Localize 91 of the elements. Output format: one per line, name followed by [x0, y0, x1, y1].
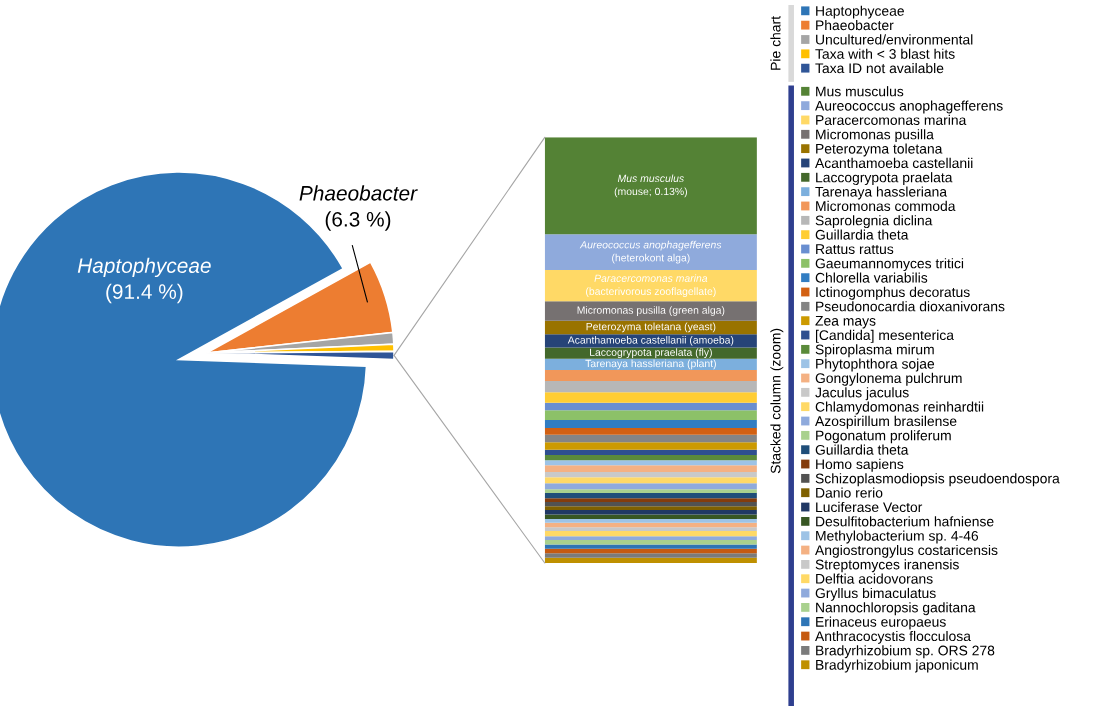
legend-label: Micromonas pusilla	[816, 129, 934, 143]
legend-title: Pie chart	[770, 16, 781, 70]
bar	[544, 392, 757, 403]
legend-label: Guillardia theta	[815, 444, 909, 455]
bar	[544, 434, 757, 443]
bar	[544, 410, 757, 420]
data-label: Mus musculus (mouse; 0.13%)	[614, 174, 687, 198]
legend-label: Paracercomonas marina	[816, 114, 967, 126]
legend-label: Rattus rattus	[816, 244, 894, 255]
bar	[544, 442, 757, 450]
bar	[544, 519, 757, 523]
bar	[544, 419, 757, 429]
bar	[544, 460, 757, 466]
bar	[544, 369, 757, 382]
legend-label: Zea mays	[815, 316, 876, 329]
data-label: Acanthamoeba castellanii (amoeba)	[567, 336, 734, 346]
legend-label: Pseudonocardia dioxanivorans	[816, 301, 1005, 312]
bar	[544, 270, 757, 302]
legend-label: Acanthamoeba castellanii	[815, 157, 973, 169]
bar	[544, 381, 757, 393]
legend-label: Peterozyma toletana	[816, 143, 943, 157]
legend-label: Saprolegnia diclina	[815, 215, 933, 229]
legend-label: Guillardia theta	[815, 229, 909, 240]
legend-label: Delftia acidovorans	[816, 573, 933, 584]
bar	[544, 454, 757, 461]
bar	[544, 428, 757, 435]
legend-label: Phytophthora sojae	[816, 358, 935, 372]
data-label: Laccogrypota praelata (fly)	[590, 348, 712, 359]
data-label: Paracercomonas marina (bacterivorous zooflagellate)	[586, 274, 716, 298]
legend-label: Homo sapiens	[816, 458, 904, 472]
bar	[544, 334, 757, 348]
bar	[544, 530, 757, 537]
legend-label: Luciferase Vector	[816, 501, 923, 513]
legend-title: Stacked column (zoom)	[770, 328, 784, 474]
legend-label: Micromonas commoda	[816, 200, 956, 212]
legend-label: Tarenaya hassleriana	[815, 186, 948, 200]
legend-label: Uncultured/environmental	[816, 34, 973, 45]
bar	[544, 465, 757, 473]
bar	[544, 527, 757, 531]
bar	[544, 489, 757, 493]
legend-label: Ictinogomphus decoratus	[816, 286, 970, 300]
legend-label: Pogonatum proliferum	[816, 430, 951, 444]
bar	[544, 477, 757, 484]
bar	[544, 536, 757, 540]
legend-label: [Candida] mesenterica	[816, 329, 954, 343]
legend-label: Danio rerio	[816, 487, 883, 498]
legend-label: Erinaceus europaeus	[816, 616, 946, 630]
bar	[544, 510, 757, 515]
bar	[544, 449, 757, 455]
bar	[544, 544, 757, 549]
legend-label: Taxa ID not available	[815, 62, 944, 74]
legend-label: Schizoplasmodiopsis pseudoendospora	[815, 473, 1060, 487]
data-label: Micromonas pusilla (green alga)	[577, 306, 725, 316]
data-label: Phaeobacter (6.3 %)	[299, 185, 418, 231]
legend-label: Haptophyceae	[816, 5, 904, 19]
bar	[544, 498, 757, 502]
legend-label: Angiostrongylus costaricensis	[815, 544, 998, 558]
bar	[544, 137, 757, 235]
data-label: Peterozyma toletana (yeast)	[586, 322, 716, 333]
legend-label: Taxa with < 3 blast hits	[815, 48, 955, 59]
legend-label: Nannochloropsis gaditana	[816, 602, 976, 616]
legend-label: Chlamydomonas reinhardtii	[815, 401, 984, 415]
data-label: Haptophyceae (91.4 %)	[77, 257, 211, 304]
legend-label: Phaeobacter	[816, 19, 894, 31]
data-label: Aureococcus anophagefferens (heterokont alga)	[579, 240, 722, 264]
bar	[544, 506, 757, 511]
legend-label: Mus musculus	[816, 86, 904, 97]
legend-label: Laccogrypota praelata	[816, 172, 953, 186]
bar	[544, 557, 757, 564]
legend-label: Jaculus jaculus	[815, 387, 909, 401]
legend-label: Azospirillum brasilense	[815, 415, 957, 429]
bar	[544, 301, 757, 321]
legend-label: Methylobacterium sp. 4-46	[816, 530, 979, 544]
legend-label: Bradyrhizobium sp. ORS 278	[816, 645, 995, 659]
legend-label: Anthracocystis flocculosa	[815, 630, 971, 644]
legend-label: Aureococcus anophagefferens	[815, 100, 1003, 114]
legend-label: Gongylonema pulchrum	[815, 372, 962, 386]
legend-label: Streptomyces iranensis	[815, 559, 959, 573]
bar	[544, 492, 757, 499]
bar	[544, 402, 757, 411]
legend-label: Desulfitobacterium hafniense	[816, 516, 994, 527]
bar	[544, 553, 757, 558]
legend-label: Gryllus bimaculatus	[815, 587, 936, 601]
bar	[544, 234, 757, 271]
legend-label: Bradyrhizobium japonicum	[816, 659, 978, 673]
legend-label: Chlorella variabilis	[815, 272, 928, 283]
bar	[544, 483, 757, 490]
legend-label: Gaeumannomyces tritici	[815, 258, 964, 272]
bar	[544, 472, 757, 478]
legend-label: Spiroplasma mirum	[815, 344, 934, 358]
data-label: Tarenaya hassleriana (plant)	[585, 359, 716, 370]
